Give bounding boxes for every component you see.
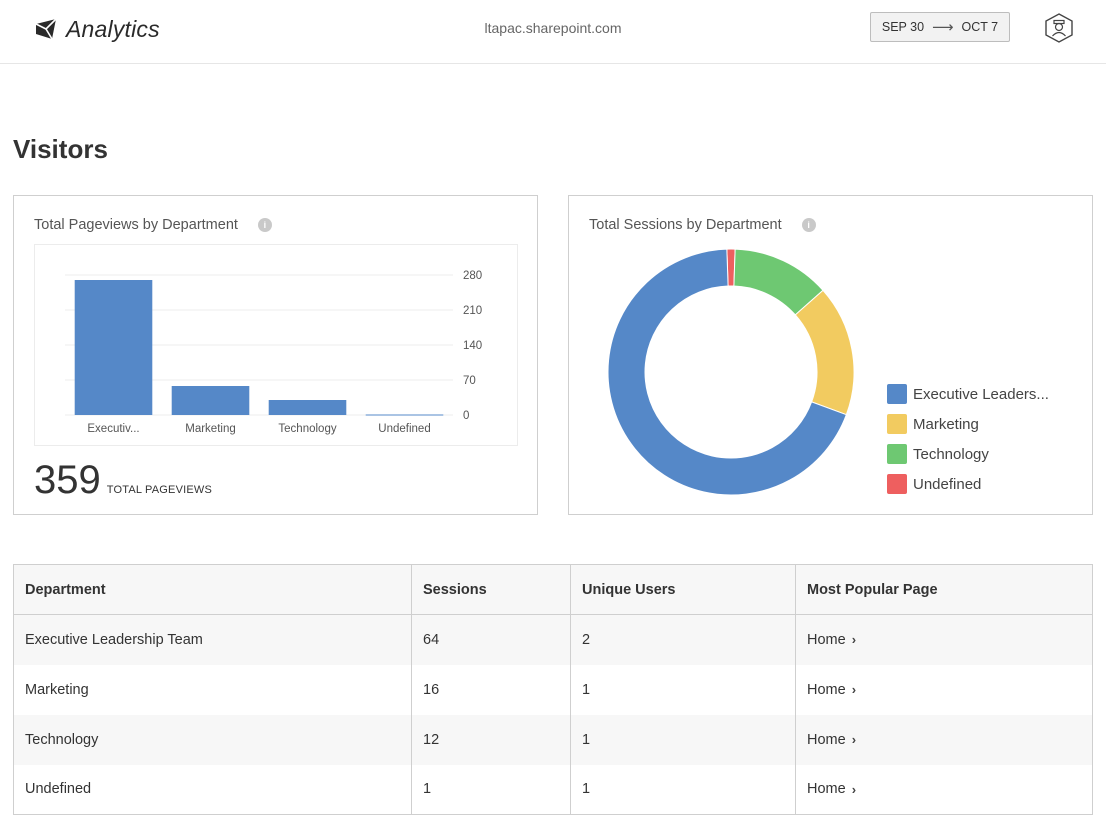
y-tick-label: 140 [463,340,482,352]
top-bar: Analytics ltapac.sharepoint.com SEP 30 ⟶… [0,0,1106,64]
y-tick-label: 0 [463,410,469,422]
sessions-donut-chart [607,248,855,496]
column-header-sessions[interactable]: Sessions [411,564,571,615]
popular-page-label: Home [807,631,846,648]
bar[interactable] [74,280,153,415]
cell-unique-users: 1 [570,664,796,715]
popular-page-link[interactable]: Home › [807,632,856,648]
popular-page-link[interactable]: Home › [807,781,856,797]
donut-slice[interactable] [607,248,847,496]
sessions-legend: Executive Leaders... Marketing Technology U… [887,379,1049,499]
table-row: Technology 12 1 Home › [13,714,1093,765]
cell-sessions: 12 [411,714,571,765]
total-pageviews-label: TOTAL PAGEVIEWS [106,484,213,496]
cell-department: Technology [13,714,412,765]
bar[interactable] [365,414,444,416]
legend-label: Executive Leaders... [913,385,1049,403]
date-to: OCT 7 [961,20,999,34]
legend-swatch [887,444,907,464]
sessions-card: Total Sessions by Department i Executive… [568,195,1093,515]
chevron-right-icon: › [851,632,857,648]
popular-page-label: Home [807,731,846,748]
cell-department: Undefined [13,764,412,815]
chevron-right-icon: › [851,682,857,697]
date-from: SEP 30 [881,20,925,34]
page-title: Visitors [13,134,108,164]
donut-slice[interactable] [794,289,855,416]
popular-page-link[interactable]: Home › [807,682,856,698]
app-title: Analytics [66,15,160,42]
legend-item[interactable]: Executive Leaders... [887,379,1049,409]
info-icon[interactable]: i [257,218,272,232]
legend-item[interactable]: Marketing [887,409,1049,439]
bar[interactable] [171,386,250,415]
total-pageviews-value: 359 [34,458,101,502]
bar[interactable] [268,400,347,415]
cell-unique-users: 1 [570,764,796,815]
table-row: Executive Leadership Team 64 2 Home › [13,614,1093,665]
y-tick-label: 70 [463,375,476,387]
table-header-row: Department Sessions Unique Users Most Po… [13,564,1093,615]
y-tick-label: 210 [463,305,482,317]
cell-department: Executive Leadership Team [13,614,412,665]
column-header-unique-users[interactable]: Unique Users [570,564,796,615]
pageviews-card-title: Total Pageviews by Department [34,217,238,233]
legend-item[interactable]: Undefined [887,469,1049,499]
legend-label: Marketing [913,415,979,433]
department-table: Department Sessions Unique Users Most Po… [13,564,1093,815]
chevron-right-icon: › [851,781,857,797]
cell-sessions: 16 [411,664,571,715]
y-tick-label: 280 [463,270,482,282]
sessions-card-header: Total Sessions by Department i [589,217,816,233]
cell-department: Marketing [13,664,412,715]
legend-item[interactable]: Technology [887,439,1049,469]
site-url: ltapac.sharepoint.com [484,20,622,36]
x-tick-label: Undefined [378,423,430,435]
legend-label: Technology [913,445,989,463]
chevron-right-icon: › [851,732,857,747]
analytics-logo-icon [35,18,57,40]
pageviews-bar-chart: 0 70 140 210 280 Executiv... Marketing Technolo… [34,244,518,446]
total-pageviews: 359 TOTAL PAGEVIEWS [34,458,212,503]
table-row: Marketing 16 1 Home › [13,664,1093,715]
legend-swatch [887,474,907,494]
pageviews-card: Total Pageviews by Department i 0 70 140 21… [13,195,538,515]
user-avatar-icon[interactable] [1044,12,1074,44]
app-logo[interactable]: Analytics [34,14,160,44]
cell-unique-users: 1 [570,714,796,765]
pageviews-card-header: Total Pageviews by Department i [34,217,272,233]
cell-sessions: 64 [411,614,571,665]
popular-page-label: Home [807,781,846,798]
sessions-card-title: Total Sessions by Department [589,217,782,233]
popular-page-label: Home [807,681,846,698]
arrow-right-icon: ⟶ [932,19,954,36]
date-range-picker[interactable]: SEP 30 ⟶ OCT 7 [870,12,1010,42]
column-header-most-popular-page[interactable]: Most Popular Page [795,564,1093,615]
table-row: Undefined 1 1 Home › [13,764,1093,815]
cell-unique-users: 2 [570,614,796,665]
bar-chart-svg: 0 70 140 210 280 Executiv... Marketing Technolo… [65,270,482,435]
info-icon[interactable]: i [801,218,816,232]
popular-page-link[interactable]: Home › [807,732,856,748]
x-tick-label: Technology [278,423,336,435]
x-tick-label: Executiv... [87,423,139,435]
x-tick-label: Marketing [185,423,236,435]
cell-sessions: 1 [411,764,571,815]
legend-swatch [887,414,907,434]
legend-swatch [887,384,907,404]
column-header-department[interactable]: Department [13,564,412,615]
legend-label: Undefined [913,475,982,493]
